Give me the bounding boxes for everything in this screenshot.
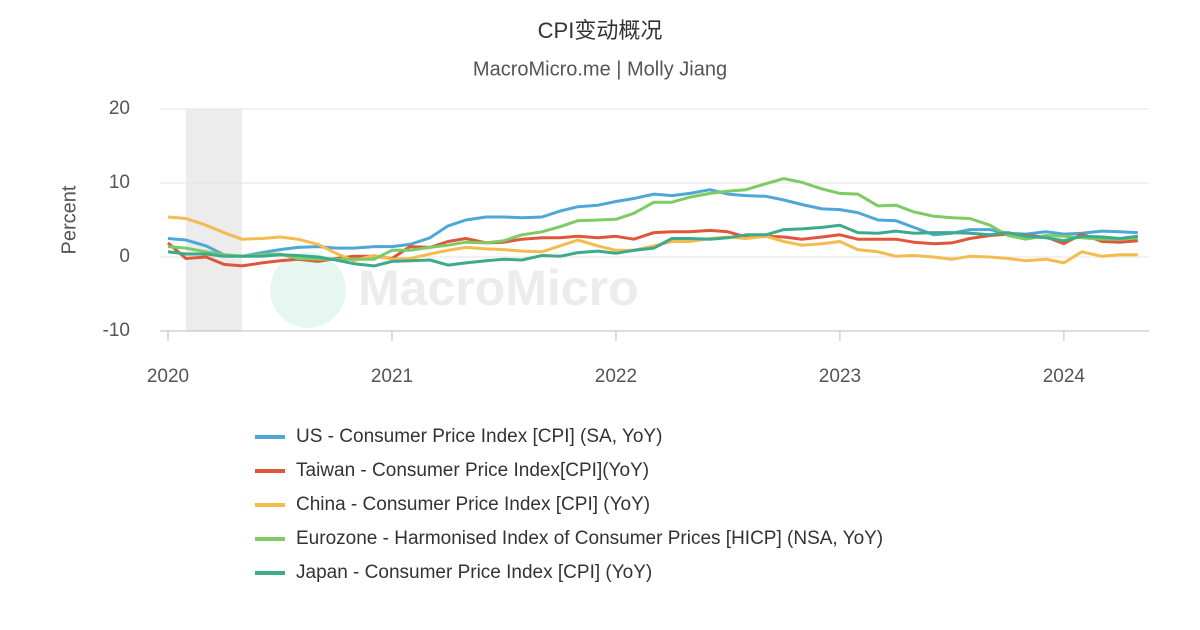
legend-label: US - Consumer Price Index [CPI] (SA, YoY…: [296, 426, 662, 447]
legend-label: Japan - Consumer Price Index [CPI] (YoY): [296, 562, 652, 583]
y-tick-label: -10: [103, 320, 130, 341]
y-tick-label: 0: [119, 246, 130, 267]
legend-label: Taiwan - Consumer Price Index[CPI](YoY): [296, 460, 649, 481]
x-tick-label: 2020: [147, 366, 189, 387]
series-line: [167, 223, 1138, 268]
chart-subtitle: MacroMicro.me | Molly Jiang: [473, 58, 727, 80]
x-tick-label: 2021: [371, 366, 413, 387]
x-tick-label: 2022: [595, 366, 637, 387]
y-tick-label: 20: [109, 98, 130, 119]
x-tick-label: 2023: [819, 366, 861, 387]
x-tick-label: 2024: [1043, 366, 1086, 387]
y-tick-label: 10: [109, 172, 130, 193]
series-line: [167, 188, 1138, 258]
chart-title: CPI变动概况: [538, 18, 663, 43]
legend-label: Eurozone - Harmonised Index of Consumer …: [296, 528, 883, 549]
legend-label: China - Consumer Price Index [CPI] (YoY): [296, 494, 650, 515]
shaded-band: [185, 109, 242, 331]
watermark-icon: [270, 252, 346, 328]
series-line: [167, 215, 1138, 265]
watermark: MacroMicro: [358, 260, 639, 316]
y-axis-label: Percent: [58, 185, 80, 254]
